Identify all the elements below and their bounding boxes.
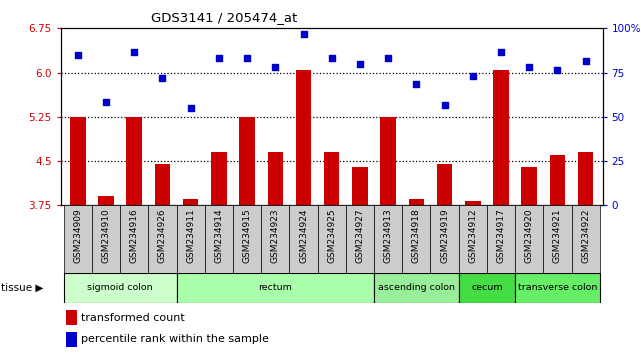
Text: tissue ▶: tissue ▶ xyxy=(1,282,44,293)
Text: GSM234913: GSM234913 xyxy=(384,209,393,263)
Bar xyxy=(493,70,509,205)
Text: GSM234922: GSM234922 xyxy=(581,209,590,263)
Bar xyxy=(403,205,431,273)
Text: GSM234920: GSM234920 xyxy=(525,209,534,263)
Text: GSM234926: GSM234926 xyxy=(158,209,167,263)
Text: GSM234915: GSM234915 xyxy=(242,209,251,263)
Text: transverse colon: transverse colon xyxy=(518,283,597,292)
Point xyxy=(524,64,535,69)
Point xyxy=(553,67,563,73)
Bar xyxy=(549,155,565,205)
Bar xyxy=(126,117,142,205)
Bar xyxy=(521,167,537,205)
Point xyxy=(242,55,252,61)
Bar xyxy=(408,199,424,205)
Text: GSM234924: GSM234924 xyxy=(299,209,308,263)
Bar xyxy=(374,205,403,273)
Point xyxy=(468,73,478,78)
Bar xyxy=(324,152,340,205)
Text: rectum: rectum xyxy=(258,283,292,292)
Bar xyxy=(431,205,459,273)
Point xyxy=(412,81,422,87)
Text: GSM234917: GSM234917 xyxy=(497,209,506,263)
Bar xyxy=(289,205,317,273)
Point xyxy=(101,99,111,105)
Point xyxy=(496,49,506,55)
Text: percentile rank within the sample: percentile rank within the sample xyxy=(81,334,269,344)
Bar xyxy=(148,205,176,273)
Bar xyxy=(204,205,233,273)
Bar xyxy=(544,205,572,273)
Bar xyxy=(154,164,171,205)
Text: GSM234927: GSM234927 xyxy=(355,209,365,263)
Bar xyxy=(380,117,396,205)
Text: sigmoid colon: sigmoid colon xyxy=(87,283,153,292)
Bar xyxy=(465,201,481,205)
Bar xyxy=(233,205,261,273)
Bar xyxy=(92,205,120,273)
Point xyxy=(72,52,83,58)
Point xyxy=(157,76,167,81)
Point xyxy=(383,55,394,61)
Text: GSM234911: GSM234911 xyxy=(186,209,195,263)
Text: GSM234923: GSM234923 xyxy=(271,209,279,263)
Bar xyxy=(176,205,204,273)
Bar xyxy=(63,205,92,273)
Bar xyxy=(346,205,374,273)
Text: GSM234919: GSM234919 xyxy=(440,209,449,263)
Text: GSM234914: GSM234914 xyxy=(214,209,223,263)
Bar xyxy=(352,167,368,205)
Bar xyxy=(459,273,515,303)
Bar xyxy=(374,273,459,303)
Bar xyxy=(459,205,487,273)
Text: ascending colon: ascending colon xyxy=(378,283,455,292)
Bar xyxy=(515,205,544,273)
Bar xyxy=(515,273,600,303)
Bar xyxy=(66,310,77,325)
Text: GSM234921: GSM234921 xyxy=(553,209,562,263)
Point xyxy=(129,49,139,55)
Bar xyxy=(487,205,515,273)
Bar xyxy=(437,164,453,205)
Point xyxy=(213,55,224,61)
Point xyxy=(326,55,337,61)
Bar xyxy=(578,152,594,205)
Bar xyxy=(63,273,176,303)
Bar xyxy=(267,152,283,205)
Text: GSM234910: GSM234910 xyxy=(101,209,110,263)
Point xyxy=(185,105,196,111)
Text: cecum: cecum xyxy=(471,283,503,292)
Text: GSM234925: GSM234925 xyxy=(327,209,337,263)
Bar xyxy=(70,117,86,205)
Text: GSM234912: GSM234912 xyxy=(469,209,478,263)
Point xyxy=(270,64,280,69)
Bar xyxy=(211,152,227,205)
Bar xyxy=(176,273,374,303)
Text: GDS3141 / 205474_at: GDS3141 / 205474_at xyxy=(151,11,297,24)
Point xyxy=(440,102,450,108)
Point xyxy=(581,58,591,64)
Bar xyxy=(296,70,312,205)
Bar xyxy=(120,205,148,273)
Bar xyxy=(183,199,199,205)
Bar xyxy=(98,196,114,205)
Text: GSM234918: GSM234918 xyxy=(412,209,421,263)
Bar xyxy=(317,205,346,273)
Bar xyxy=(261,205,289,273)
Bar xyxy=(239,117,255,205)
Text: transformed count: transformed count xyxy=(81,313,185,323)
Bar xyxy=(572,205,600,273)
Bar xyxy=(66,332,77,347)
Text: GSM234909: GSM234909 xyxy=(73,209,82,263)
Point xyxy=(298,32,308,37)
Text: GSM234916: GSM234916 xyxy=(129,209,138,263)
Point xyxy=(355,61,365,67)
